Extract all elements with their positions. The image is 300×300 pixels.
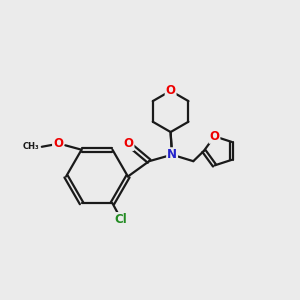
Text: Cl: Cl [114, 213, 127, 226]
Text: O: O [53, 137, 63, 150]
Text: O: O [124, 137, 134, 150]
Text: O: O [166, 84, 176, 97]
Text: O: O [209, 130, 220, 143]
Text: CH₃: CH₃ [22, 142, 39, 151]
Text: N: N [167, 148, 177, 161]
